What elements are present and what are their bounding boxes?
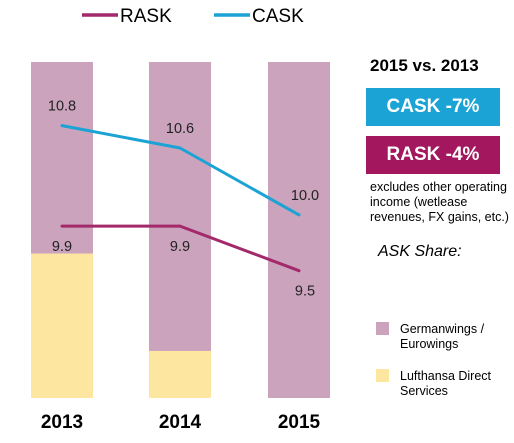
legend-label-rask: RASK <box>120 6 172 27</box>
footnote: excludes other operating income (wetleas… <box>370 180 509 224</box>
point-cask-2015 <box>297 213 301 217</box>
bar-segment-germanwings-eurowings-2015 <box>268 62 330 398</box>
rask-change-badge: RASK -4% <box>366 136 500 174</box>
legend-label-cask: CASK <box>252 6 304 27</box>
point-cask-2013 <box>60 124 64 128</box>
bar-segment-germanwings-eurowings-2013 <box>31 62 93 254</box>
point-rask-2015 <box>297 269 301 273</box>
legend-label: Germanwings / Eurowings <box>400 322 485 351</box>
legend-swatch <box>376 322 389 335</box>
bar-segment-germanwings-eurowings-2014 <box>149 62 211 351</box>
legend-swatch <box>376 369 389 382</box>
data-label-cask: 10.0 <box>291 188 319 204</box>
line-series <box>60 124 301 273</box>
bar-segment-lufthansa-direct-services-2014 <box>149 350 211 398</box>
chart-legend: RASK CASK <box>82 6 304 27</box>
chart: RASK CASK 10.810.610.09.9 9.99.5 2013 2014 2… <box>31 6 330 433</box>
data-labels: 10.8 10.6 10.0 9.9 9.9 9.5 <box>48 99 319 300</box>
data-label-rask: 9.9 <box>170 239 190 255</box>
data-label-cask: 10.8 <box>48 99 76 115</box>
point-rask-2014 <box>178 224 182 228</box>
point-rask-2013 <box>60 224 64 228</box>
x-axis: 2013 2014 2015 <box>41 412 321 433</box>
point-cask-2014 <box>178 146 182 150</box>
legend-label: Lufthansa Direct Services <box>400 369 492 398</box>
cask-change-badge: CASK -7% <box>366 88 500 126</box>
ask-share-title: ASK Share: <box>378 243 462 260</box>
data-label-rask: 9.9 <box>52 239 72 255</box>
data-label-rask: 9.5 <box>295 284 315 300</box>
stacked-bars <box>31 62 330 398</box>
comparison-panel: 2015 vs. 2013 CASK -7% RASK -4% excludes… <box>362 56 512 261</box>
x-tick-label: 2014 <box>159 412 202 433</box>
x-tick-label: 2015 <box>278 412 321 433</box>
comparison-title: 2015 vs. 2013 <box>370 56 479 75</box>
data-label-cask: 10.6 <box>166 121 194 137</box>
x-tick-label: 2013 <box>41 412 83 433</box>
bar-segment-lufthansa-direct-services-2013 <box>31 253 93 398</box>
